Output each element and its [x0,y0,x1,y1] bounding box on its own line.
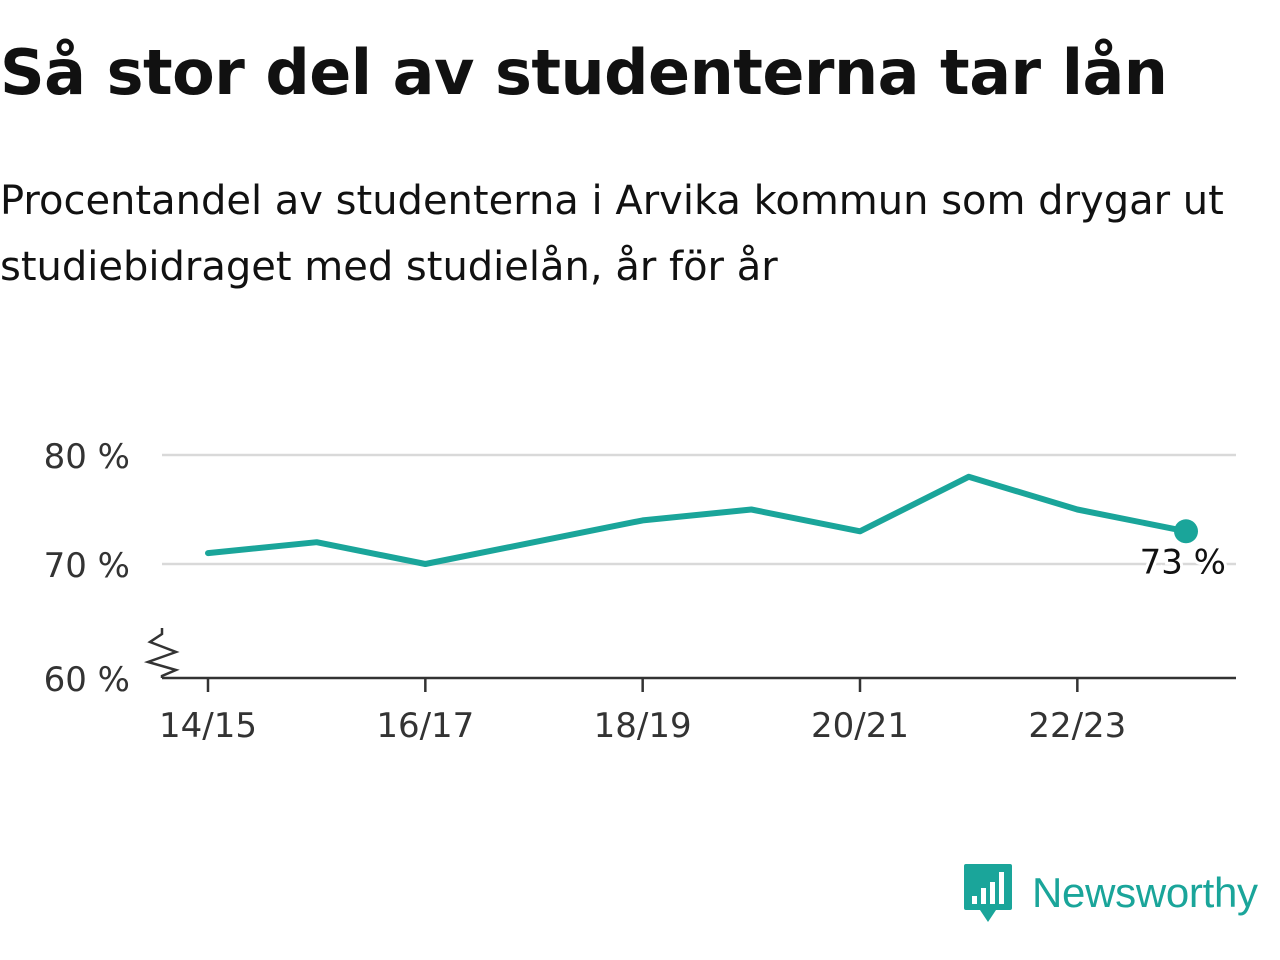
axis-break-icon [143,628,180,678]
x-axis: 14/15 16/17 18/19 20/21 22/23 [143,628,1236,746]
x-tick-label: 20/21 [811,706,909,746]
end-value-label: 73 % [1140,542,1226,582]
y-tick-label: 70 % [44,546,130,586]
x-tick-label: 22/23 [1028,706,1126,746]
series-end-point [1174,519,1198,544]
chart-subtitle: Procentandel av studenterna i Arvika kom… [0,178,1224,290]
x-tick-label: 14/15 [159,706,257,746]
brand-logo: Newsworthy [962,862,1258,924]
x-tick-label: 16/17 [376,706,474,746]
y-tick-label: 80 % [44,437,130,477]
gridlines [162,453,1236,566]
brand-name: Newsworthy [1032,869,1258,916]
newsworthy-logo-icon [964,864,1012,922]
series-group [205,473,1198,567]
y-axis-tick-labels: 60 % 70 % 80 % [44,437,130,700]
data-labels: 73 % [1137,539,1229,585]
y-tick-label: 60 % [44,660,130,700]
chart-title: Så stor del av studenterna tar lån [0,36,1168,109]
x-tick-label: 18/19 [594,706,692,746]
series-line [205,473,1189,567]
